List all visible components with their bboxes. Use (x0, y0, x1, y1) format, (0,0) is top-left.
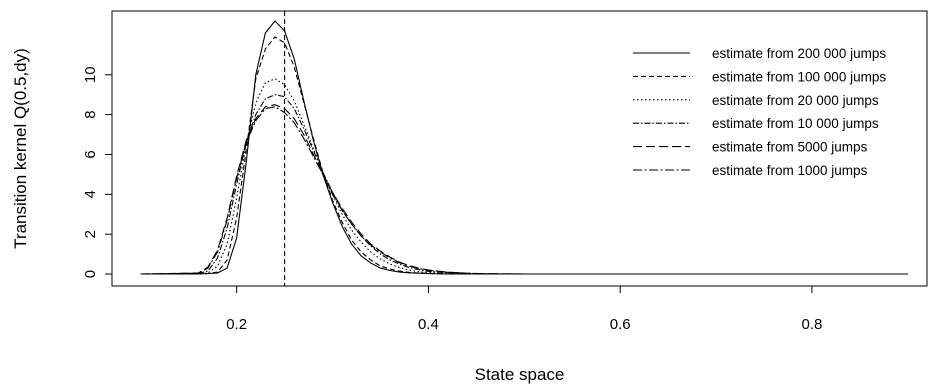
x-tick-label: 0.4 (418, 316, 439, 333)
legend-label-1: estimate from 200 000 jumps (712, 46, 886, 61)
legend-label-6: estimate from 1000 jumps (712, 163, 868, 178)
y-tick-label: 6 (82, 150, 99, 158)
series-line-1 (140, 20, 908, 275)
legend-label-2: estimate from 100 000 jumps (712, 69, 886, 84)
y-tick-label: 4 (82, 190, 99, 198)
x-tick-label: 0.8 (802, 316, 823, 333)
y-tick-label: 2 (82, 230, 99, 238)
series-line-2 (140, 36, 908, 275)
legend-label-3: estimate from 20 000 jumps (712, 93, 879, 108)
legend-label-4: estimate from 10 000 jumps (712, 116, 879, 131)
y-tick-label: 0 (82, 270, 99, 278)
series-layer (140, 20, 908, 275)
y-tick-label: 10 (82, 66, 99, 83)
x-axis: 0.2 0.4 0.6 0.8 (226, 286, 822, 333)
y-axis-title: Transition kernel Q(0.5,dy) (11, 48, 30, 249)
x-tick-label: 0.6 (610, 316, 631, 333)
legend-label-5: estimate from 5000 jumps (712, 140, 868, 155)
series-line-6 (140, 106, 908, 275)
legend: estimate from 200 000 jumps estimate from… (633, 46, 886, 178)
x-tick-label: 0.2 (226, 316, 247, 333)
y-tick-label: 8 (82, 110, 99, 118)
plot-box (111, 10, 928, 287)
series-line-4 (140, 94, 908, 275)
y-axis: 0 2 4 6 8 10 (82, 66, 112, 278)
x-axis-title: State space (475, 365, 565, 384)
